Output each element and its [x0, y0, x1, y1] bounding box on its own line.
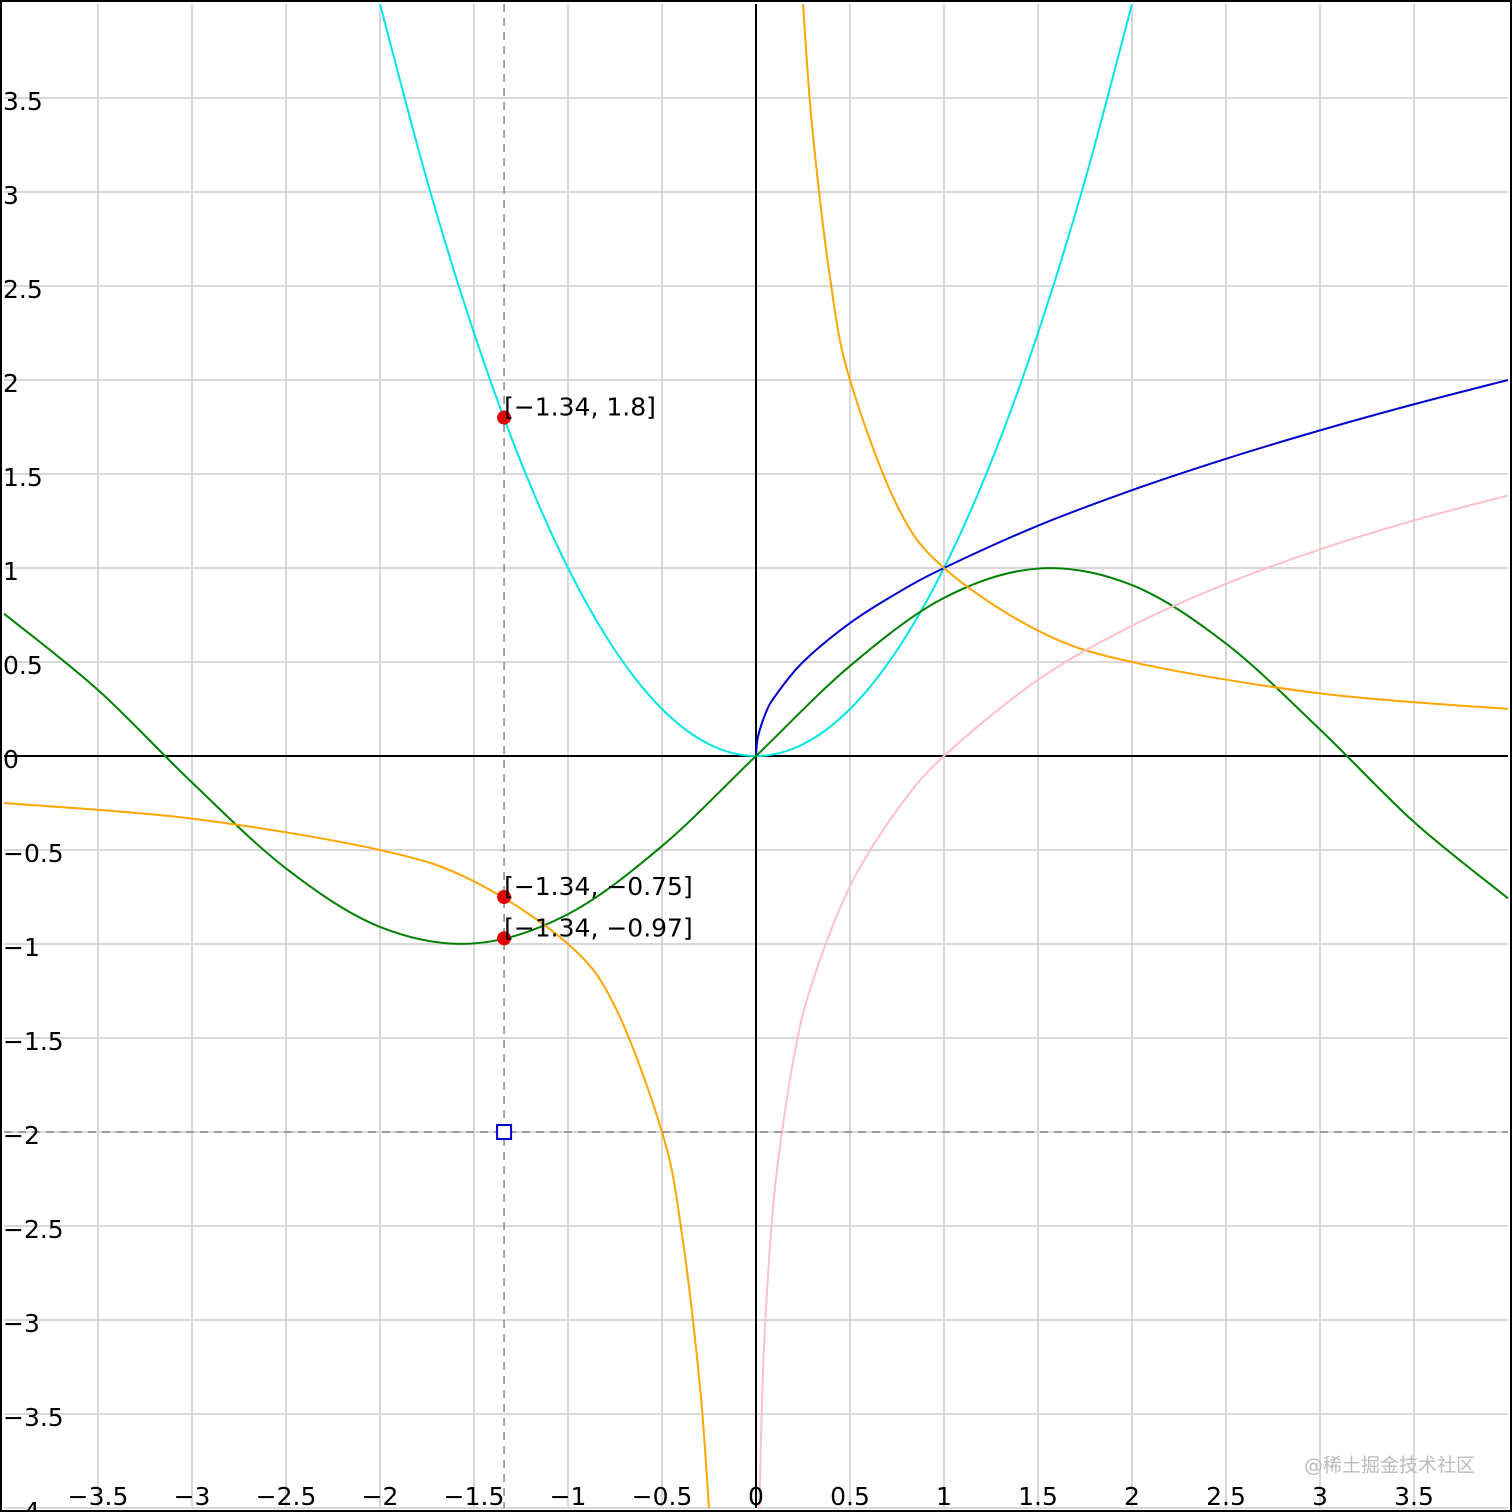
- point-label: [−1.34, −0.75]: [504, 872, 693, 901]
- y-tick-label: −2.5: [3, 1215, 64, 1244]
- x-tick-label: −2.5: [256, 1482, 317, 1511]
- y-tick-label: −3: [3, 1309, 40, 1338]
- point: [497, 890, 512, 904]
- y-tick-label: 0: [3, 745, 19, 774]
- x-tick-label: 3.5: [1394, 1482, 1434, 1511]
- x-tick-label: −1.5: [444, 1482, 505, 1511]
- curve: [3, 3, 1509, 1509]
- y-tick-label: −1.5: [3, 1027, 64, 1056]
- y-tick-label: 1.5: [3, 463, 43, 492]
- overlay: [4, 4, 1508, 1508]
- y-tick-label: 2.5: [3, 275, 43, 304]
- x-tick-label: −3: [174, 1482, 211, 1511]
- y-tick-label: −3.5: [3, 1403, 64, 1432]
- x-tick-label: −3.5: [68, 1482, 129, 1511]
- x-tick-label: −0.5: [632, 1482, 693, 1511]
- y-tick-label: 1: [3, 557, 19, 586]
- x-tick-label: 0: [748, 1482, 764, 1511]
- cursor-marker: [496, 1124, 513, 1140]
- curves: [3, 3, 1509, 1509]
- curve: [758, 494, 1509, 1509]
- y-tick-label: −4: [3, 1497, 40, 1512]
- x-tick-label: 0.5: [830, 1482, 870, 1511]
- x-tick-label: 1.5: [1018, 1482, 1058, 1511]
- x-tick-label: 1: [936, 1482, 952, 1511]
- curve: [755, 379, 1509, 757]
- point: [497, 931, 512, 946]
- point-label: [−1.34, 1.8]: [504, 393, 656, 422]
- y-tick-label: −1: [3, 933, 40, 962]
- point: [497, 410, 512, 425]
- x-tick-label: 3: [1312, 1482, 1328, 1511]
- labels: −3.5 −3 −2.5 −2 −1.5 −1 −0.5 0 0.5 1 1.5 2 2.5 3 3.5 −4…: [3, 87, 1434, 1512]
- watermark: @稀土掘金技术社区: [1304, 1455, 1475, 1477]
- point-label: [−1.34, −0.97]: [504, 913, 693, 942]
- x-tick-label: 2.5: [1206, 1482, 1246, 1511]
- y-tick-label: −2: [3, 1121, 40, 1150]
- x-tick-label: −1: [550, 1482, 587, 1511]
- y-tick-label: −0.5: [3, 839, 64, 868]
- y-tick-label: 3.5: [3, 87, 43, 116]
- x-tick-label: −2: [362, 1482, 399, 1511]
- curve: [3, 567, 1509, 945]
- y-tick-label: 3: [3, 181, 19, 210]
- y-tick-label: 2: [3, 369, 19, 398]
- y-tick-label: 0.5: [3, 651, 43, 680]
- x-tick-label: 2: [1124, 1482, 1140, 1511]
